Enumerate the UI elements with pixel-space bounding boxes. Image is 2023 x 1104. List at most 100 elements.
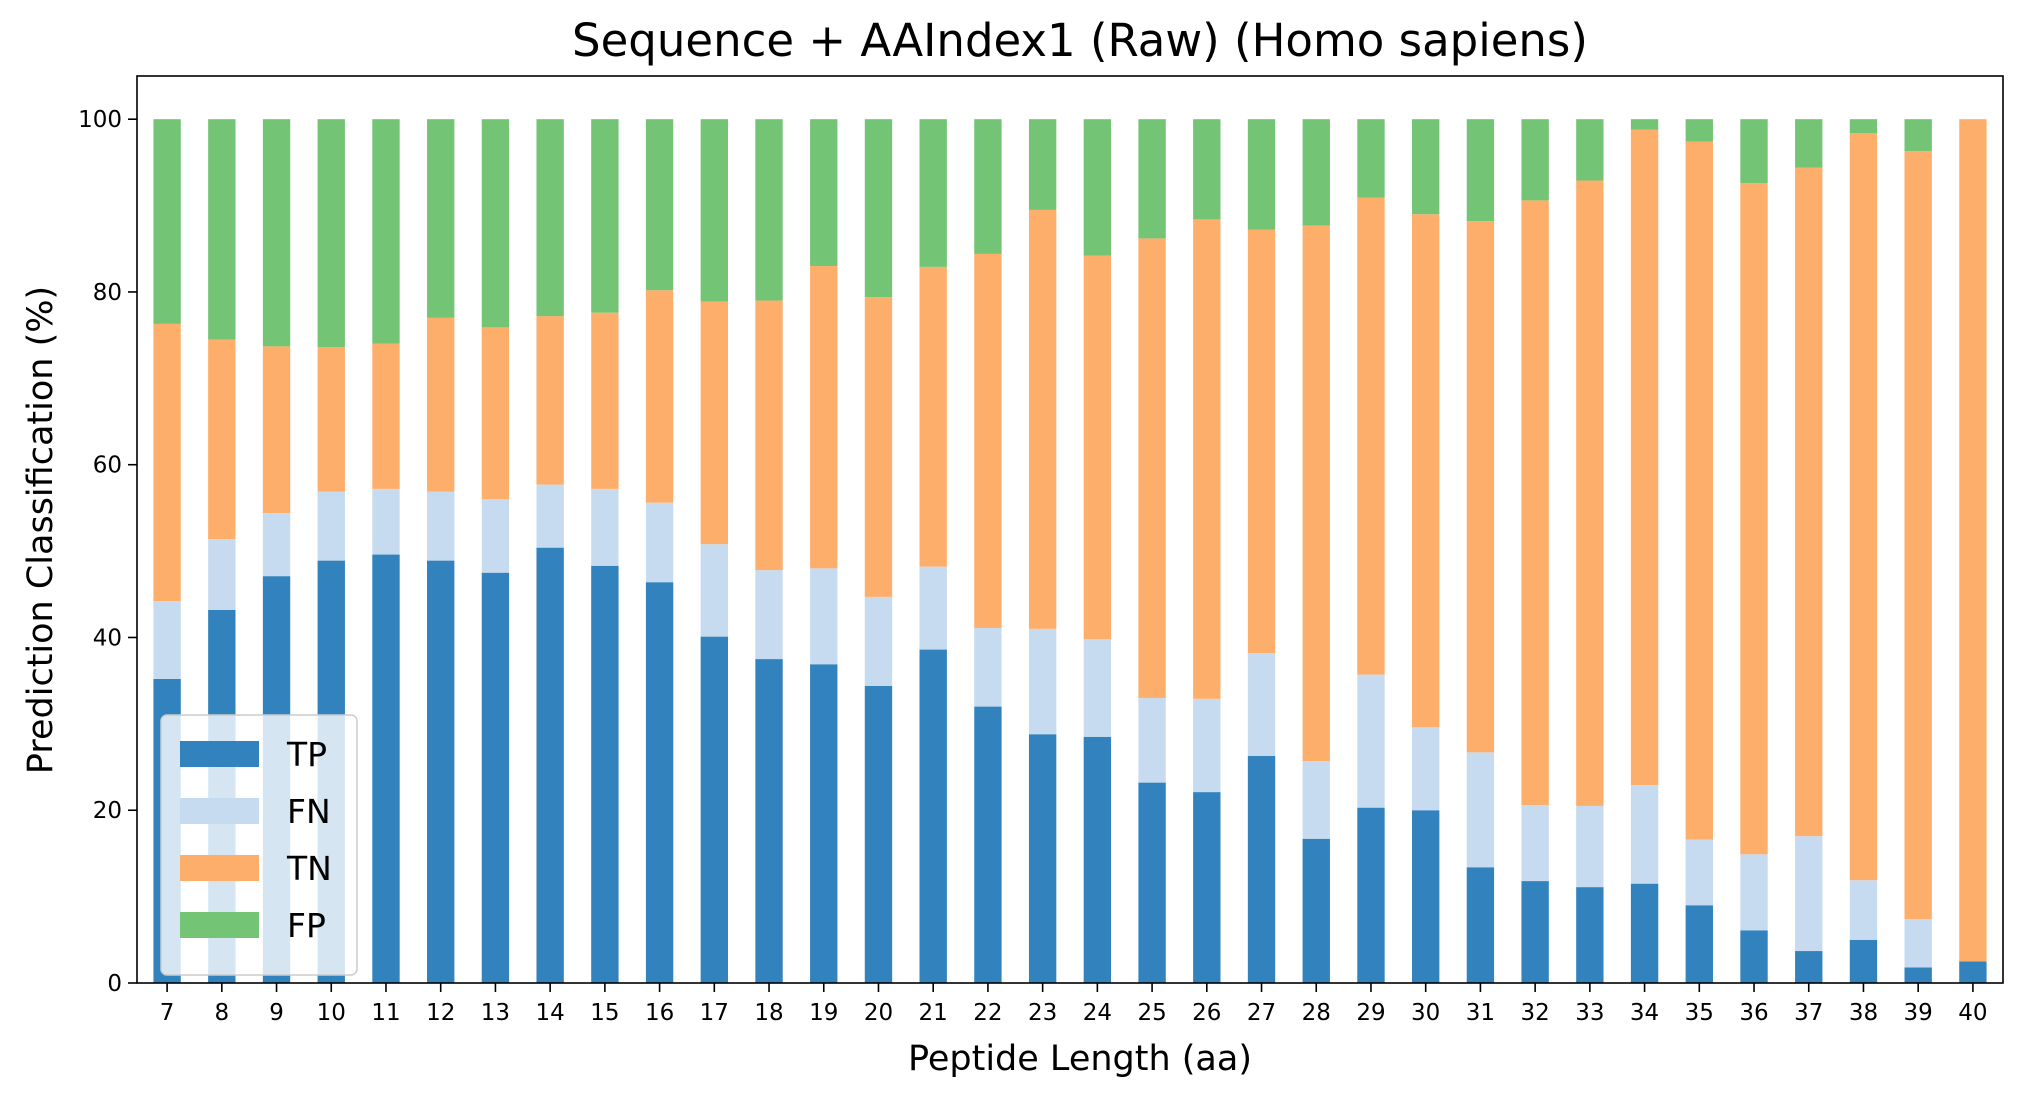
bar-tn-15 [591, 312, 619, 489]
bar-fp-32 [1521, 119, 1549, 201]
bar-tp-28 [1302, 838, 1330, 983]
x-tick-label: 10 [317, 1000, 346, 1026]
x-tick-label: 17 [700, 1000, 729, 1026]
x-tick-label: 28 [1302, 1000, 1331, 1026]
bar-fn-8 [208, 539, 236, 610]
bar-fp-7 [153, 119, 181, 324]
bar-tp-39 [1904, 967, 1932, 983]
legend-label-tn: TN [286, 849, 332, 888]
bar-fp-9 [262, 119, 291, 347]
bar-tp-12 [427, 560, 455, 983]
x-tick-label: 8 [214, 1000, 229, 1026]
bar-tn-13 [481, 327, 510, 500]
bar-fn-10 [317, 491, 345, 561]
bar-fp-13 [481, 119, 510, 328]
x-tick-label: 22 [973, 1000, 1002, 1026]
x-tick-label: 34 [1630, 1000, 1659, 1026]
legend-label-tp: TP [286, 735, 327, 774]
bar-fp-30 [1412, 119, 1440, 215]
bar-tn-25 [1138, 238, 1166, 698]
legend: TP FN TN FP [160, 714, 358, 976]
bar-fn-14 [536, 484, 564, 548]
x-tick-label: 31 [1466, 1000, 1495, 1026]
bar-tn-12 [427, 317, 455, 492]
x-tick-label: 30 [1411, 1000, 1440, 1026]
bar-fp-36 [1740, 119, 1768, 184]
bar-fp-38 [1849, 119, 1878, 134]
bar-fp-37 [1795, 119, 1823, 168]
bar-fp-39 [1904, 119, 1932, 152]
bar-fn-11 [372, 488, 400, 555]
bar-tn-20 [864, 297, 893, 597]
bar-fp-20 [864, 119, 893, 298]
legend-box [160, 714, 358, 976]
bar-tn-39 [1904, 151, 1932, 920]
x-tick-label: 36 [1739, 1000, 1768, 1026]
bar-tn-22 [974, 253, 1002, 628]
bar-fp-19 [810, 119, 838, 267]
x-tick-label: 38 [1849, 1000, 1878, 1026]
bar-tn-24 [1083, 255, 1112, 640]
bar-tn-27 [1247, 229, 1276, 654]
bar-tp-11 [372, 554, 400, 983]
y-tick-label: 40 [93, 625, 122, 651]
bar-fn-27 [1247, 653, 1276, 756]
bar-tn-8 [208, 339, 236, 539]
bar-fn-29 [1357, 674, 1385, 808]
bar-fn-13 [481, 499, 510, 573]
bar-fn-37 [1795, 836, 1823, 952]
bar-fn-31 [1466, 752, 1495, 868]
bar-tn-21 [919, 266, 947, 567]
bar-tp-36 [1740, 930, 1768, 983]
bar-tn-18 [755, 300, 783, 571]
legend-swatch-fn [180, 798, 259, 824]
bar-tp-25 [1138, 782, 1166, 983]
bar-fn-25 [1138, 697, 1166, 783]
x-tick-label: 26 [1192, 1000, 1221, 1026]
x-axis: 7 8 9 10 11 12 13 14 15 16 17 18 19 20 21 22 23 24 25 26 27 2… [160, 983, 1988, 1026]
bar-fn-28 [1302, 761, 1330, 839]
bar-tp-15 [591, 565, 619, 983]
bar-tn-19 [810, 266, 838, 569]
bar-fp-16 [645, 119, 674, 291]
x-tick-label: 24 [1083, 1000, 1112, 1026]
bar-fn-24 [1083, 639, 1112, 737]
bar-fn-9 [262, 513, 291, 577]
bar-tp-30 [1412, 810, 1440, 983]
bar-tn-30 [1412, 214, 1440, 728]
bar-fn-22 [974, 627, 1002, 707]
legend-swatch-fp [180, 912, 259, 938]
bar-fp-29 [1357, 119, 1385, 198]
x-tick-label: 19 [809, 1000, 838, 1026]
x-tick-label: 27 [1247, 1000, 1276, 1026]
x-tick-label: 40 [1958, 1000, 1987, 1026]
y-tick-label: 20 [93, 798, 122, 824]
bar-tp-18 [755, 659, 783, 983]
bar-fn-33 [1576, 805, 1604, 888]
bar-fp-33 [1576, 119, 1604, 181]
bar-fn-15 [591, 488, 619, 566]
x-tick-label: 32 [1520, 1000, 1549, 1026]
bar-tn-23 [1028, 209, 1057, 629]
bar-fp-15 [591, 119, 619, 313]
bar-tn-29 [1357, 197, 1385, 675]
bar-tp-17 [700, 636, 728, 983]
bar-fp-18 [755, 119, 783, 301]
bar-tn-36 [1740, 183, 1768, 855]
x-tick-label: 20 [864, 1000, 893, 1026]
bar-tp-23 [1028, 734, 1057, 983]
bar-tn-14 [536, 316, 564, 485]
bar-fn-23 [1028, 628, 1057, 735]
bar-fn-26 [1193, 698, 1221, 793]
bar-fp-12 [427, 119, 455, 318]
bar-fp-14 [536, 119, 564, 317]
bar-tp-31 [1466, 867, 1495, 983]
bar-fn-38 [1849, 880, 1878, 940]
x-tick-label: 13 [481, 1000, 510, 1026]
bar-tn-16 [645, 290, 674, 503]
bar-tp-38 [1849, 939, 1878, 983]
bar-fn-12 [427, 491, 455, 561]
bar-fn-32 [1521, 805, 1549, 882]
bar-fp-11 [372, 119, 400, 344]
bar-tp-20 [864, 685, 893, 983]
